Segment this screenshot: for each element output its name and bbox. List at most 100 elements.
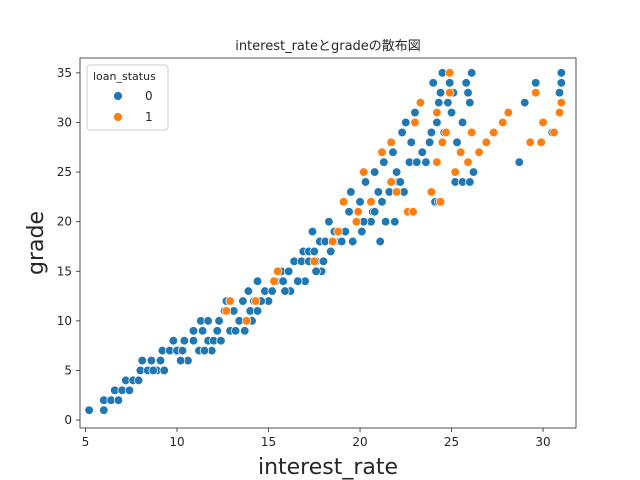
data-point-status-0 xyxy=(397,127,407,138)
data-point-status-0 xyxy=(390,217,400,227)
data-point-status-0 xyxy=(188,336,199,346)
data-point-status-1 xyxy=(456,147,466,157)
data-point-status-0 xyxy=(514,157,524,167)
data-point-status-0 xyxy=(197,326,208,336)
data-point-status-0 xyxy=(216,336,226,346)
data-point-status-1 xyxy=(408,207,418,217)
data-point-status-0 xyxy=(554,88,565,98)
data-point-status-0 xyxy=(133,375,144,386)
data-point-status-1 xyxy=(225,296,235,306)
data-point-status-0 xyxy=(463,88,473,98)
data-point-status-0 xyxy=(412,157,422,167)
legend-title: loan_status xyxy=(93,70,156,83)
data-point-status-0 xyxy=(446,107,457,118)
data-point-status-1 xyxy=(426,187,437,197)
data-point-status-0 xyxy=(344,207,354,217)
data-point-status-1 xyxy=(386,177,396,187)
data-point-status-0 xyxy=(326,246,336,257)
data-point-status-1 xyxy=(338,197,349,207)
data-point-status-0 xyxy=(137,355,147,366)
data-point-status-0 xyxy=(168,336,178,346)
data-point-status-1 xyxy=(445,68,455,78)
data-point-status-1 xyxy=(445,88,455,98)
data-point-status-0 xyxy=(391,167,402,177)
plot-area xyxy=(79,57,577,429)
data-point-status-0 xyxy=(212,326,222,336)
data-point-status-1 xyxy=(351,217,362,227)
data-point-status-0 xyxy=(324,217,334,227)
data-point-status-1 xyxy=(435,197,446,207)
data-point-status-0 xyxy=(468,167,479,177)
data-point-status-0 xyxy=(148,365,158,376)
data-point-status-1 xyxy=(386,137,396,147)
data-point-status-0 xyxy=(311,266,321,276)
data-point-status-0 xyxy=(252,276,263,286)
data-point-status-0 xyxy=(401,117,411,128)
data-point-status-0 xyxy=(421,157,431,167)
data-point-status-1 xyxy=(415,97,426,108)
data-point-status-1 xyxy=(556,97,567,108)
data-point-status-1 xyxy=(437,137,448,147)
data-point-status-0 xyxy=(428,78,438,88)
data-point-status-0 xyxy=(370,167,380,177)
data-point-status-0 xyxy=(346,187,356,197)
data-point-status-0 xyxy=(461,78,471,88)
y-axis-label: grade xyxy=(24,211,49,275)
data-point-status-1 xyxy=(474,147,484,157)
data-point-status-0 xyxy=(318,256,329,267)
y-tick-label: 35 xyxy=(57,66,72,80)
data-point-status-1 xyxy=(432,107,442,118)
data-point-status-1 xyxy=(366,197,376,207)
y-axis: 0 5 10 15 20 25 30 35 xyxy=(57,66,80,427)
data-point-status-0 xyxy=(267,286,277,296)
data-point-status-0 xyxy=(84,405,94,415)
data-point-status-1 xyxy=(241,316,252,326)
data-point-status-1 xyxy=(221,306,232,316)
data-point-status-1 xyxy=(488,127,499,138)
data-point-status-1 xyxy=(391,187,402,197)
data-point-status-0 xyxy=(159,365,169,376)
scatter-points xyxy=(84,68,567,415)
x-tick-label: 30 xyxy=(535,435,550,449)
y-tick-label: 25 xyxy=(57,165,72,179)
data-point-status-0 xyxy=(337,236,347,247)
x-tick-label: 20 xyxy=(352,435,367,449)
data-point-status-1 xyxy=(450,167,460,177)
data-point-status-0 xyxy=(375,236,385,247)
data-point-status-1 xyxy=(353,207,363,217)
data-point-status-0 xyxy=(465,97,475,108)
data-point-status-0 xyxy=(373,187,383,197)
data-point-status-0 xyxy=(432,117,442,128)
data-point-status-0 xyxy=(293,276,303,286)
data-point-status-1 xyxy=(549,127,559,138)
data-point-status-0 xyxy=(410,107,420,118)
data-point-status-0 xyxy=(360,177,371,187)
legend-frame xyxy=(86,64,169,131)
data-point-status-1 xyxy=(503,107,513,118)
y-tick-label: 20 xyxy=(57,215,72,229)
data-point-status-1 xyxy=(441,127,451,138)
data-point-status-1 xyxy=(463,157,473,167)
legend-label-0: 0 xyxy=(145,89,153,103)
x-tick-label: 15 xyxy=(261,435,276,449)
data-point-status-1 xyxy=(309,256,319,267)
data-point-status-0 xyxy=(283,266,294,276)
data-point-status-0 xyxy=(381,217,391,227)
data-point-status-0 xyxy=(307,226,318,237)
data-point-status-0 xyxy=(355,197,365,207)
data-point-status-0 xyxy=(176,355,186,366)
y-tick-label: 15 xyxy=(57,264,72,278)
data-point-status-0 xyxy=(379,157,389,167)
data-point-status-1 xyxy=(410,117,420,128)
data-point-status-0 xyxy=(238,296,248,306)
data-point-status-1 xyxy=(554,107,565,118)
data-point-status-0 xyxy=(424,137,435,147)
legend-marker-0 xyxy=(113,91,123,101)
x-axis: 5 10 15 20 25 30 xyxy=(82,428,551,449)
data-point-status-0 xyxy=(188,326,199,336)
chart-title: interest_rateとgradeの散布図 xyxy=(235,39,421,54)
data-point-status-0 xyxy=(452,137,462,147)
data-point-status-1 xyxy=(432,157,442,167)
data-point-status-0 xyxy=(177,345,188,356)
